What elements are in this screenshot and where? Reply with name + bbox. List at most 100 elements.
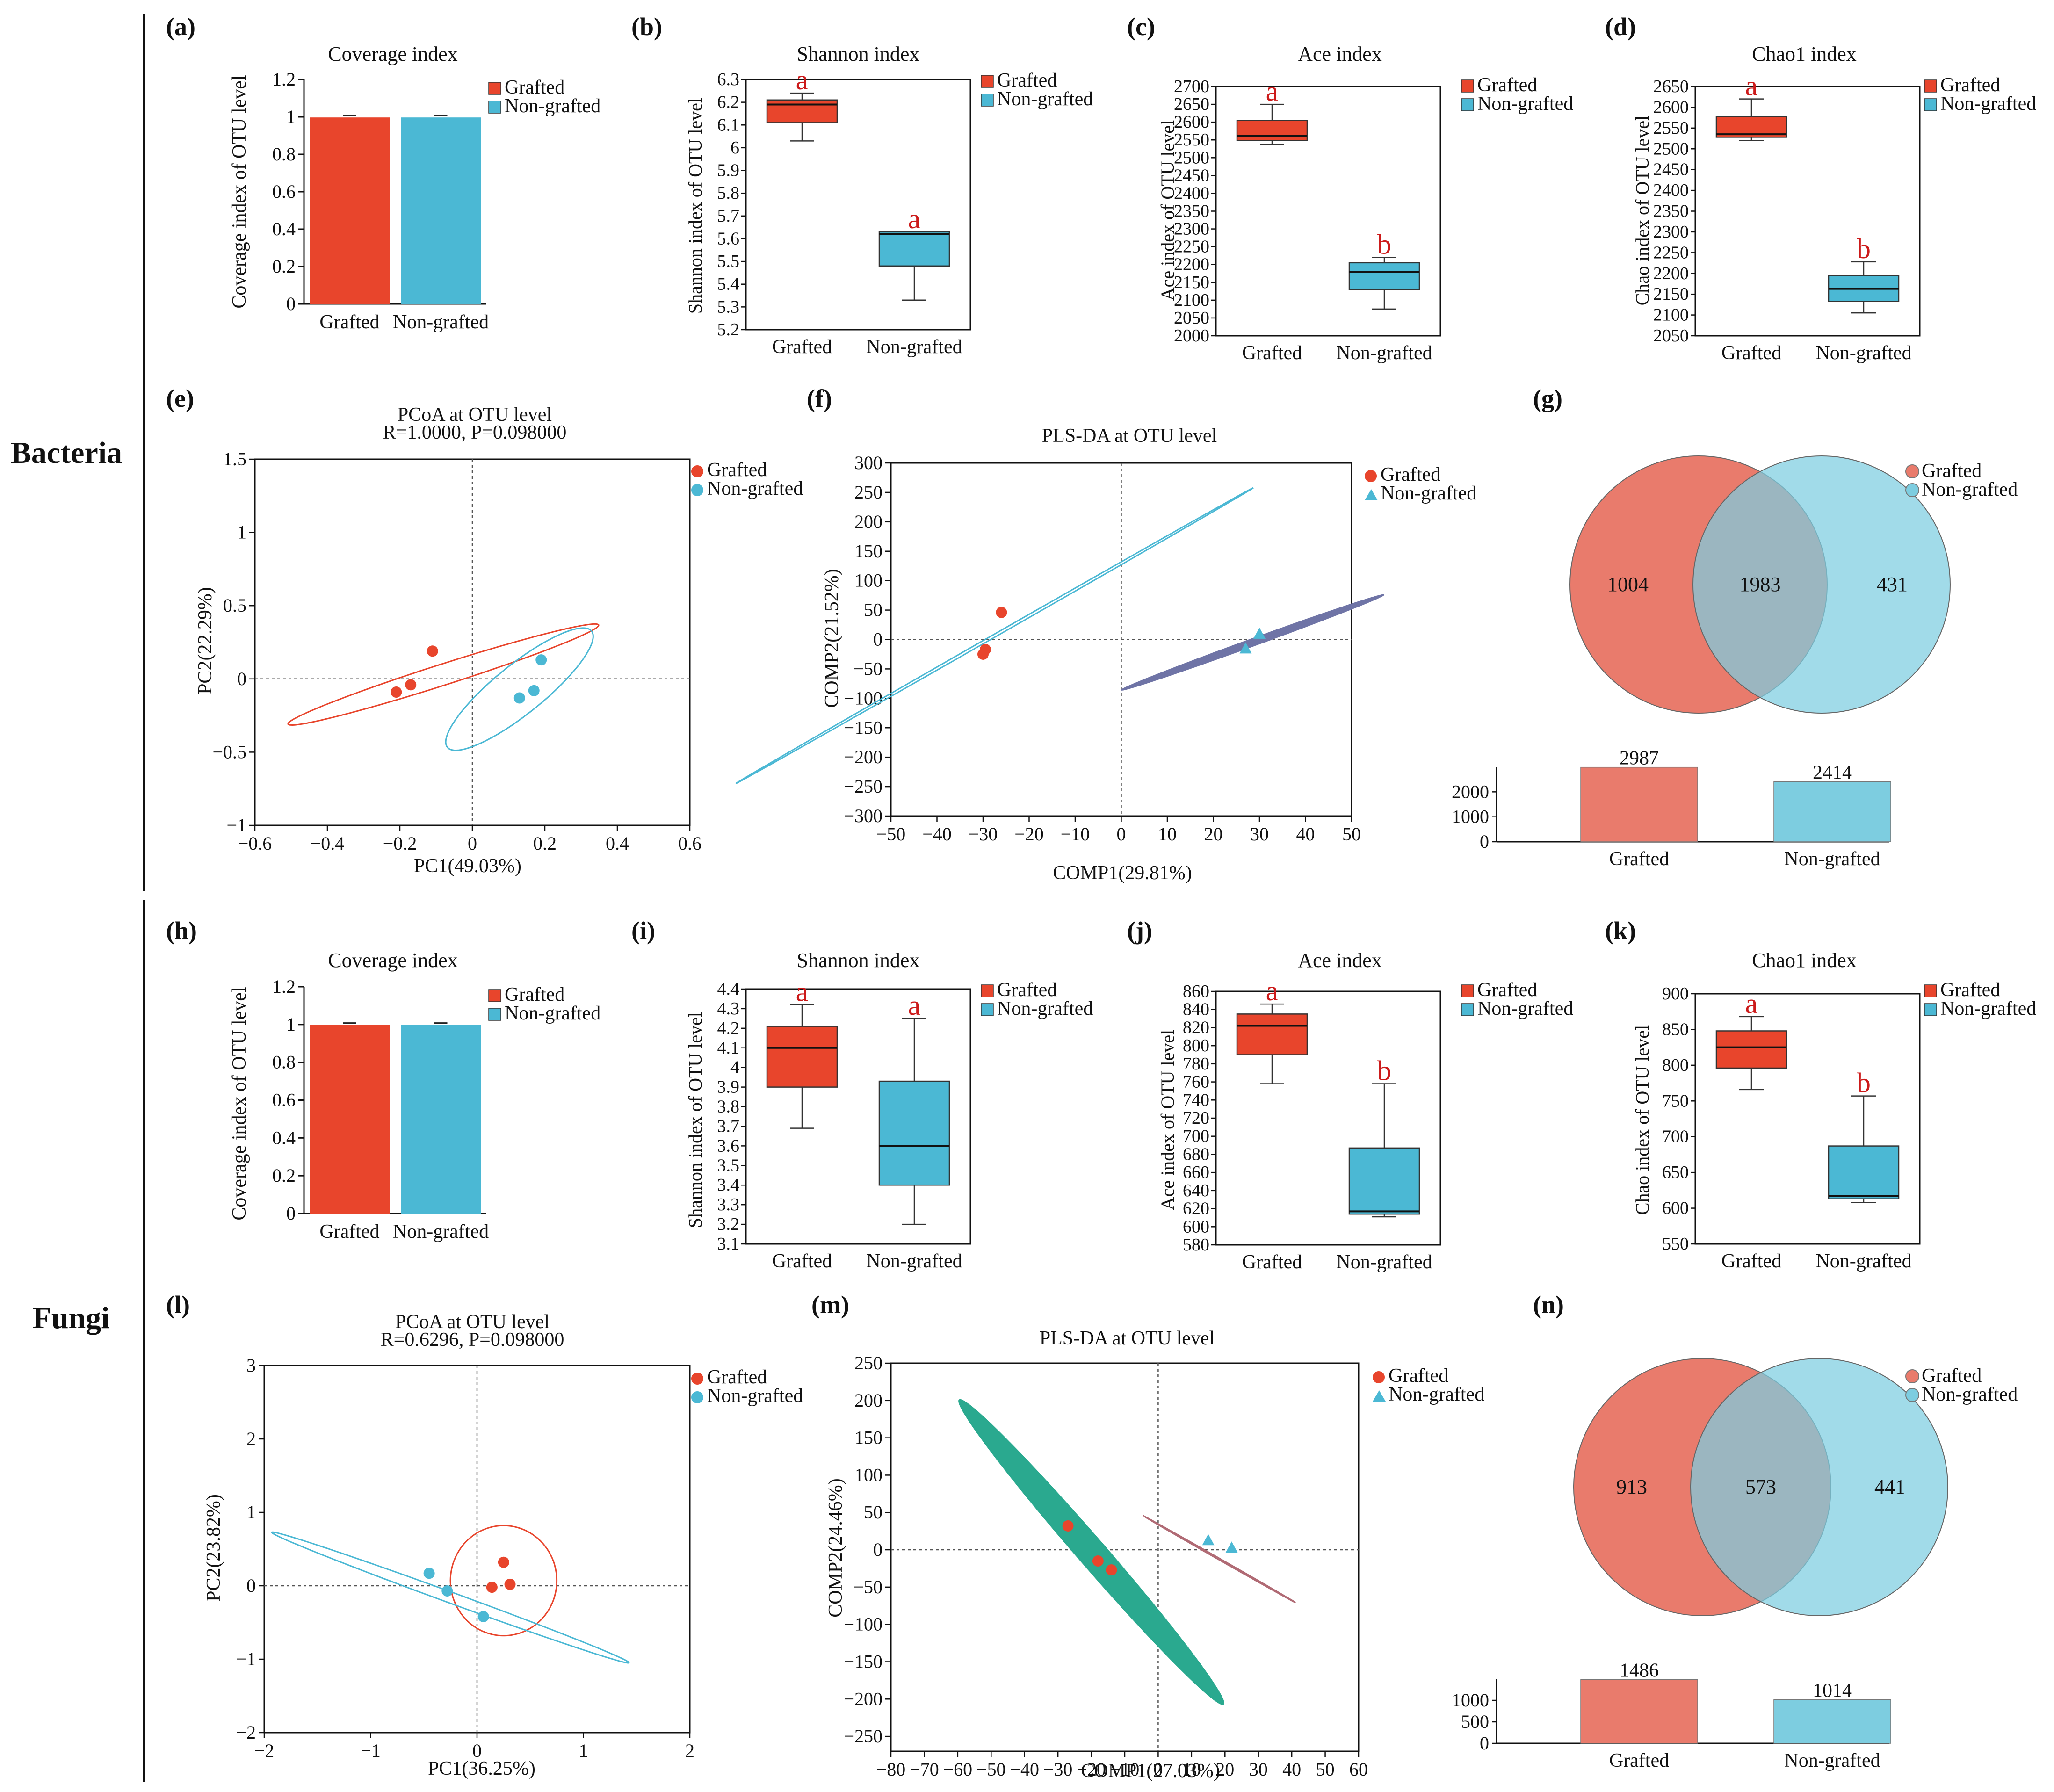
y-tick-label: 3.1: [717, 1234, 740, 1254]
y-tick-label: 250: [854, 482, 882, 503]
y-tick-label: 720: [1183, 1108, 1209, 1128]
legend-label: Non-grafted: [505, 95, 600, 117]
plot-frame: [745, 988, 971, 1245]
y-tick-label: 780: [1183, 1054, 1209, 1074]
legend-marker-grafted: [1365, 470, 1377, 482]
y-tick-label: 2250: [1174, 237, 1209, 257]
y-tick-label: 600: [1662, 1199, 1689, 1218]
x-tick-label: 30: [1250, 824, 1269, 845]
y-axis-title: Shannon index of OTU level: [685, 98, 706, 314]
y-tick-label: 6.2: [717, 93, 740, 112]
point-grafted: [979, 643, 991, 655]
y-tick-label: 5.8: [717, 183, 740, 203]
y-tick-label: 1.5: [223, 448, 246, 470]
legend-swatch-grafted: [488, 989, 501, 1002]
legend-label: Grafted: [1940, 74, 2000, 96]
totals-bar-value: 2414: [1813, 762, 1852, 783]
x-tick-label: 20: [1204, 824, 1223, 845]
y-tick-label: 2200: [1174, 255, 1209, 275]
y-tick-label: 1: [286, 106, 296, 127]
point-grafted: [498, 1556, 509, 1568]
legend-marker-grafted: [691, 465, 703, 477]
x-tick-label: Non-grafted: [1815, 1250, 1911, 1272]
y-tick-label: 2050: [1174, 308, 1209, 328]
y-tick-label: 740: [1183, 1090, 1209, 1110]
chart-title: Coverage index: [328, 43, 457, 65]
y-tick-label: 3.6: [717, 1136, 740, 1156]
y-tick-label: 3.2: [717, 1214, 740, 1234]
chart-title: Ace index: [1298, 43, 1382, 65]
y-tick-label: −200: [844, 746, 882, 767]
y-tick-label: 3: [246, 1355, 256, 1376]
y-tick-label: −50: [853, 1576, 882, 1597]
y-tick-label: 650: [1662, 1163, 1689, 1182]
confidence-ellipse-non-grafted: [1121, 594, 1385, 691]
legend-label: Grafted: [1922, 460, 1982, 482]
confidence-ellipse-grafted: [958, 1399, 1225, 1705]
y-tick-label: 200: [854, 511, 882, 532]
x-tick-label: −2: [254, 1740, 275, 1761]
legend-marker-non-grafted: [1905, 483, 1919, 497]
legend-label: Non-grafted: [1922, 479, 2018, 500]
point-grafted: [996, 607, 1007, 618]
point-grafted: [391, 686, 402, 698]
legend-swatch-non-grafted: [1924, 1003, 1937, 1016]
y-tick-label: 0.8: [272, 144, 296, 165]
legend-swatch-grafted: [488, 82, 501, 95]
panel-label: (b): [631, 13, 662, 41]
y-tick-label: 0.5: [223, 595, 246, 616]
legend-label: Grafted: [997, 979, 1057, 1001]
totals-x-tick-label: Grafted: [1609, 848, 1669, 870]
x-tick-label: Grafted: [319, 311, 379, 333]
x-tick-label: −10: [1061, 824, 1090, 845]
y-tick-label: 2100: [1653, 305, 1689, 325]
y-tick-label: 2400: [1174, 183, 1209, 203]
x-tick-label: Non-grafted: [866, 1250, 962, 1272]
totals-x-tick-label: Non-grafted: [1784, 848, 1880, 870]
totals-bar-value: 1486: [1620, 1660, 1659, 1681]
y-tick-label: 2450: [1174, 166, 1209, 185]
y-tick-label: 550: [1662, 1234, 1689, 1254]
legend-label: Grafted: [1940, 979, 2000, 1001]
chart-title: Shannon index: [797, 43, 920, 65]
legend-swatch-non-grafted: [488, 101, 501, 114]
y-tick-label: 2500: [1174, 148, 1209, 167]
panel-label: (a): [166, 13, 195, 41]
x-tick-label: 10: [1182, 1759, 1201, 1780]
point-non-grafted: [423, 1568, 435, 1579]
y-tick-label: 3.5: [717, 1156, 740, 1175]
bar-non-grafted: [401, 117, 481, 304]
chart-title: PLS-DA at OTU level: [1042, 425, 1217, 447]
x-tick-label: Grafted: [1242, 342, 1302, 364]
x-tick-label: Non-grafted: [1815, 342, 1911, 364]
legend-label: Non-grafted: [707, 1385, 803, 1407]
legend-swatch-grafted: [1924, 984, 1937, 997]
plot-frame: [890, 1362, 1360, 1752]
panel-label: (g): [1533, 384, 1562, 412]
x-tick-label: 2: [685, 1740, 694, 1761]
significance-letter: b: [1377, 1055, 1391, 1086]
y-tick-label: 3.8: [717, 1097, 740, 1117]
x-tick-label: −60: [943, 1759, 973, 1780]
totals-y-tick-label: 0: [1480, 1733, 1489, 1754]
bar-non-grafted: [401, 1025, 481, 1214]
legend-swatch-non-grafted: [488, 1008, 501, 1021]
legend-marker-non-grafted: [1373, 1390, 1386, 1402]
y-tick-label: 4: [730, 1058, 739, 1077]
point-non-grafted: [1239, 642, 1252, 654]
y-tick-label: 640: [1183, 1181, 1209, 1200]
y-tick-label: 0.8: [272, 1052, 296, 1073]
y-tick-label: 250: [854, 1352, 882, 1373]
chart-title: Chao1 index: [1752, 949, 1857, 972]
y-tick-label: 2600: [1653, 97, 1689, 117]
y-tick-label: 2200: [1653, 264, 1689, 283]
confidence-ellipse-non-grafted: [445, 627, 594, 751]
legend-label: Grafted: [1381, 464, 1440, 485]
y-tick-label: −50: [853, 658, 882, 679]
y-tick-label: 2350: [1653, 202, 1689, 221]
x-tick-label: −70: [910, 1759, 939, 1780]
y-tick-label: 0.6: [272, 181, 296, 202]
panel-label: (l): [166, 1291, 190, 1319]
y-tick-label: 0.6: [272, 1090, 296, 1111]
box-non-grafted: [1828, 1145, 1900, 1199]
